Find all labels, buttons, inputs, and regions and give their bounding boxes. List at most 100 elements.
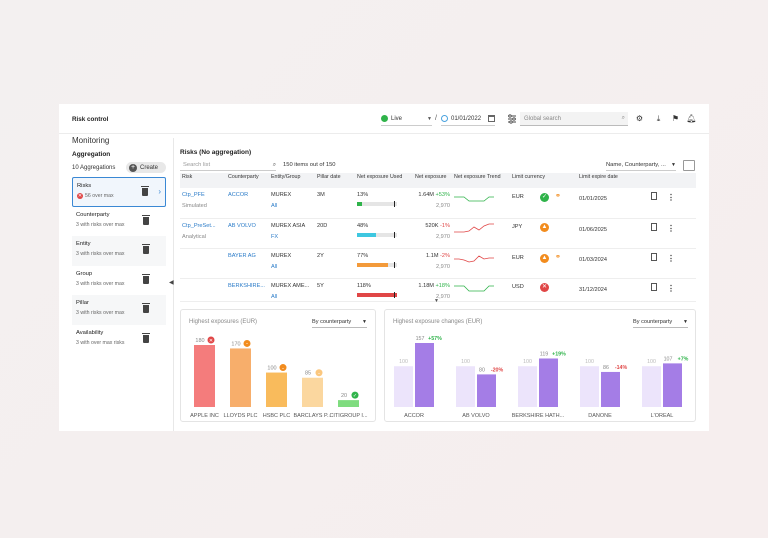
bar-value: 100 (399, 359, 408, 365)
trash-icon[interactable] (142, 214, 150, 225)
bar-previous[interactable] (518, 366, 537, 407)
category-label: HSBC PLC (263, 413, 291, 419)
pillar-cell: 20D (315, 218, 355, 249)
column-header[interactable]: Pillar date (315, 173, 355, 188)
trend-cell (452, 278, 510, 302)
aggregation-item-pillar[interactable]: Pillar 3 with risks over max (72, 295, 166, 325)
list-search-input[interactable]: Search list ⌕ (180, 160, 276, 171)
counterparty-link[interactable]: BERKSHIRE... (228, 282, 265, 289)
bar-current[interactable] (415, 343, 434, 407)
bar[interactable] (194, 345, 215, 407)
table-row[interactable]: BERKSHIRE... MUREX AME... All 5Y 118% 1.18M +… (180, 278, 696, 302)
bar-current[interactable] (663, 363, 682, 407)
aggregation-item-availability[interactable]: Availability 3 with over max risks (72, 325, 166, 355)
download-icon[interactable]: ⤓ (656, 113, 661, 123)
link-icon[interactable]: ⚭ (555, 253, 561, 261)
document-icon[interactable] (651, 252, 657, 261)
column-header[interactable]: Net exposure Trend (452, 173, 510, 188)
bar-current[interactable] (477, 374, 496, 407)
group-link[interactable]: FX (271, 233, 279, 240)
bar-previous[interactable] (642, 366, 661, 407)
bar-value: 80 (479, 367, 485, 373)
chart-group-select[interactable]: By counterparty ▼ (633, 317, 688, 328)
more-options-icon[interactable]: ⋮ (667, 253, 675, 263)
counterparty-link[interactable]: ACCOR (228, 192, 249, 198)
bar-current[interactable] (601, 371, 620, 407)
counterparty-link[interactable]: AB VOLVO (228, 222, 256, 229)
filter-settings-icon[interactable] (507, 114, 517, 124)
column-header[interactable]: Net exposure (413, 173, 452, 188)
bar[interactable] (338, 400, 359, 407)
trend-cell (452, 188, 510, 219)
global-search-input[interactable]: Global search ⌕ (520, 112, 628, 126)
aggregation-item-label: Risks (77, 183, 92, 189)
group-link[interactable]: All (271, 263, 278, 270)
gear-icon[interactable]: ⚙ (635, 114, 644, 123)
bar-previous[interactable] (580, 366, 599, 407)
column-header[interactable]: Counterparty (226, 173, 269, 188)
create-button[interactable]: + Create (126, 162, 166, 173)
chart-group-select[interactable]: By counterparty ▼ (312, 317, 367, 328)
column-header[interactable]: Net exposure Used (355, 173, 413, 188)
calendar-icon[interactable] (488, 115, 495, 122)
group-link[interactable]: All (271, 293, 278, 300)
trash-icon[interactable] (142, 244, 150, 255)
scroll-down-icon[interactable]: ▼ (434, 298, 439, 304)
aggregation-item-group[interactable]: Group 3 with risks over max (72, 266, 166, 296)
bell-icon[interactable]: 🔔︎ (686, 114, 697, 123)
column-header[interactable]: Entity/Group (269, 173, 315, 188)
column-header[interactable]: Risk (180, 173, 226, 188)
expand-icon[interactable] (683, 160, 695, 171)
sort-select[interactable]: Name, Counterparty, ... ▼ (606, 160, 676, 171)
group-link[interactable]: All (271, 203, 278, 209)
exposure-value: 1.18M (418, 282, 434, 289)
search-icon[interactable]: ⌕ (621, 115, 625, 121)
change-label: +7% (678, 356, 689, 362)
aggregation-item-risks[interactable]: Risks ✕ 56 over max › (72, 177, 166, 207)
bar[interactable] (230, 348, 251, 407)
link-icon[interactable]: ⚭ (555, 193, 561, 200)
document-icon[interactable] (651, 282, 657, 291)
used-bar-fill (357, 292, 397, 297)
table-row[interactable]: Ctp_PFE Simulated ACCOR MUREX All 3M 13% 1.64M … (180, 188, 696, 219)
table-row[interactable]: Ctp_PreSet... Analytical AB VOLVO MUREX ASI… (180, 218, 696, 249)
trash-icon[interactable] (142, 273, 150, 284)
collapse-panel-icon[interactable]: ◀ (169, 280, 174, 286)
risk-link[interactable]: Ctp_PFE (182, 192, 205, 198)
flag-icon[interactable]: ⚑ (671, 114, 680, 123)
entity-value: MUREX (271, 192, 292, 198)
bar-previous[interactable] (394, 366, 413, 407)
risk-link[interactable]: Ctp_PreSet... (182, 222, 216, 229)
bar[interactable] (266, 372, 287, 407)
list-search-placeholder: Search list (183, 162, 211, 168)
aggregation-item-sub: 3 with risks over max (76, 280, 125, 287)
more-options-icon[interactable]: ⋮ (667, 193, 675, 202)
document-icon[interactable] (651, 222, 657, 231)
search-icon[interactable]: ⌕ (272, 161, 276, 168)
trash-icon[interactable] (142, 303, 150, 314)
bar-previous[interactable] (456, 366, 475, 407)
trash-icon[interactable] (141, 186, 149, 196)
expire-cell: 31/12/2024 ⋮ (577, 278, 696, 302)
used-bar (357, 291, 397, 298)
bar-current[interactable] (539, 358, 558, 407)
table-row[interactable]: BAYER AG MUREX All 2Y 77% 1.1M -2% 2,970 EUR ▲ ⚭ 0… (180, 248, 696, 279)
date-picker[interactable]: 01/01/2022 (441, 112, 495, 126)
bar-value: 170 (231, 341, 240, 347)
bar[interactable] (302, 377, 323, 407)
aggregation-item-counterparty[interactable]: Counterparty 3 with risks over max (72, 207, 166, 237)
mode-select[interactable]: Live ▼ (381, 112, 432, 126)
date-value: 01/01/2022 (451, 115, 482, 122)
document-icon[interactable] (651, 192, 657, 200)
column-header[interactable]: Limit currency (510, 173, 577, 188)
trash-icon[interactable] (142, 332, 150, 343)
more-options-icon[interactable]: ⋮ (667, 223, 675, 233)
counterparty-link[interactable]: BAYER AG (228, 252, 256, 259)
more-options-icon[interactable]: ⋮ (667, 283, 675, 293)
column-header[interactable]: Limit expire date (577, 173, 696, 188)
aggregation-item-entity[interactable]: Entity 3 with risks over max (72, 236, 166, 266)
used-value: 48% (357, 222, 369, 229)
exposure-changes-chart: 100 157 +57% ACCOR 100 80 -20% AB VOLVO 100 119 +1… (394, 336, 689, 419)
exposure-cell: 520K -1% 2,970 (413, 218, 452, 249)
